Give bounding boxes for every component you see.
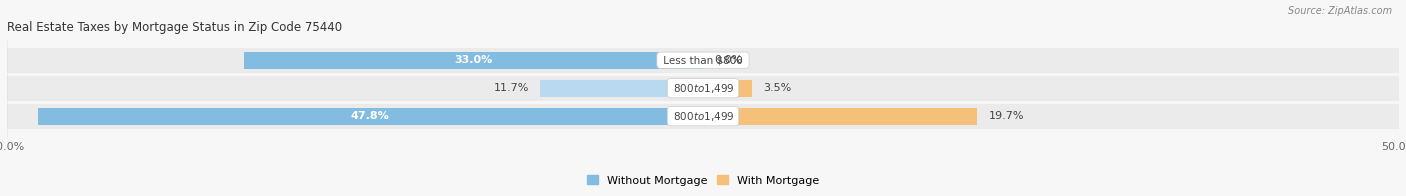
Text: $800 to $1,499: $800 to $1,499 bbox=[671, 82, 735, 95]
Bar bbox=[38, 108, 703, 125]
Text: $800 to $1,499: $800 to $1,499 bbox=[671, 110, 735, 123]
Text: 19.7%: 19.7% bbox=[988, 111, 1024, 121]
Text: 3.5%: 3.5% bbox=[763, 83, 792, 93]
Text: 0.0%: 0.0% bbox=[714, 55, 742, 65]
Bar bbox=[7, 104, 1399, 129]
Bar bbox=[703, 80, 752, 97]
Bar bbox=[540, 80, 703, 97]
Legend: Without Mortgage, With Mortgage: Without Mortgage, With Mortgage bbox=[588, 175, 818, 186]
Text: 33.0%: 33.0% bbox=[454, 55, 492, 65]
Bar bbox=[243, 52, 703, 69]
Text: Real Estate Taxes by Mortgage Status in Zip Code 75440: Real Estate Taxes by Mortgage Status in … bbox=[7, 21, 342, 34]
Text: Source: ZipAtlas.com: Source: ZipAtlas.com bbox=[1288, 6, 1392, 16]
Bar bbox=[7, 76, 1399, 101]
Bar bbox=[703, 108, 977, 125]
Text: Less than $800: Less than $800 bbox=[659, 55, 747, 65]
Bar bbox=[7, 48, 1399, 73]
Text: 47.8%: 47.8% bbox=[352, 111, 389, 121]
Text: 11.7%: 11.7% bbox=[494, 83, 529, 93]
